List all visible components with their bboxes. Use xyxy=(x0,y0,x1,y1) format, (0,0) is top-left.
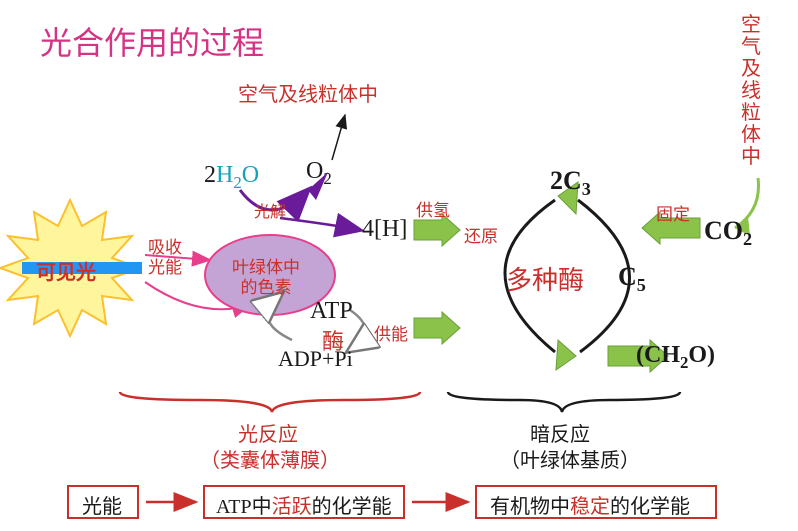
energy-text-1: 光能 xyxy=(82,490,122,519)
c5-5: 5 xyxy=(637,275,646,295)
h2o-o: O xyxy=(242,162,259,188)
label-photolysis: 光解 xyxy=(254,198,286,222)
c3-3: 3 xyxy=(582,179,591,199)
chem-h2o: 2H2O xyxy=(204,162,259,193)
e2c: 的化学能 xyxy=(312,496,392,518)
chem-co2: CO2 xyxy=(704,216,752,250)
h2o-2: 2 xyxy=(204,162,216,188)
ab2: 光能 xyxy=(148,258,182,277)
label-enzymes: 多种酶 xyxy=(506,260,584,297)
h2o-s2: 2 xyxy=(233,173,241,192)
label-fix: 固定 xyxy=(656,200,690,225)
label-stroma: （叶绿体基质） xyxy=(500,444,640,473)
chem-atp: ATP xyxy=(310,298,353,325)
label-thylakoid: （类囊体薄膜） xyxy=(200,444,340,473)
arrow-supply-e xyxy=(414,312,460,344)
label-air-mito-top: 空气及线粒体中 xyxy=(238,78,378,107)
c3-c: C xyxy=(563,166,582,195)
cl2: 的色素 xyxy=(241,278,292,297)
c6: 体 xyxy=(741,124,761,146)
e2b: 活跃 xyxy=(272,496,312,518)
c7: 中 xyxy=(741,146,761,168)
o2-2: 2 xyxy=(323,169,331,188)
energy-text-3: 有机物中稳定的化学能 xyxy=(490,490,690,519)
label-dark-reaction: 暗反应 xyxy=(530,418,590,447)
ch2o-a: (CH xyxy=(636,342,680,368)
arrow-to-h xyxy=(280,218,360,230)
c4: 线 xyxy=(741,80,761,102)
label-visible-light: 可见光 xyxy=(36,256,96,285)
chem-ch2o: (CH2O) xyxy=(636,342,715,373)
e3c: 的化学能 xyxy=(610,496,690,518)
label-supply-e: 供能 xyxy=(374,320,408,345)
c3-2: 2 xyxy=(550,166,563,195)
label-air-mito-right: 空 气 及 线 粒 体 中 xyxy=(740,14,762,168)
o2-o: O xyxy=(306,158,323,184)
tri-bottom xyxy=(556,340,576,370)
e2a: ATP中 xyxy=(216,496,272,518)
chem-o2: O2 xyxy=(306,158,332,189)
diagram-canvas xyxy=(0,0,798,531)
co2-2: 2 xyxy=(743,229,752,249)
chem-c5: C5 xyxy=(618,262,646,296)
c2: 气 xyxy=(741,36,761,58)
label-supply-h: 供氢 xyxy=(416,196,450,221)
c3: 及 xyxy=(741,58,761,80)
brace-left xyxy=(120,392,420,412)
label-chloroplast: 叶绿体中 的色素 xyxy=(232,258,300,298)
ab1: 吸收 xyxy=(148,238,182,257)
chem-4h: 4[H] xyxy=(362,216,407,243)
arrow-o2-up xyxy=(332,115,345,160)
c1: 空 xyxy=(741,14,761,36)
energy-text-2: ATP中活跃的化学能 xyxy=(216,490,392,519)
brace-right xyxy=(448,392,680,412)
chem-2c3: 2C3 xyxy=(550,166,591,200)
c5: 粒 xyxy=(741,102,761,124)
e3b: 稳定 xyxy=(570,496,610,518)
cl1: 叶绿体中 xyxy=(232,258,300,277)
ch2o-b: O) xyxy=(688,342,715,368)
label-reduce: 还原 xyxy=(464,222,498,247)
h2o-h: H xyxy=(216,162,233,188)
e3a: 有机物中 xyxy=(490,496,570,518)
label-absorb: 吸收 光能 xyxy=(148,238,182,278)
co2-c: CO xyxy=(704,216,743,245)
chem-adp: ADP+Pi xyxy=(278,346,353,372)
label-light-reaction: 光反应 xyxy=(238,418,298,447)
c5-c: C xyxy=(618,262,637,291)
